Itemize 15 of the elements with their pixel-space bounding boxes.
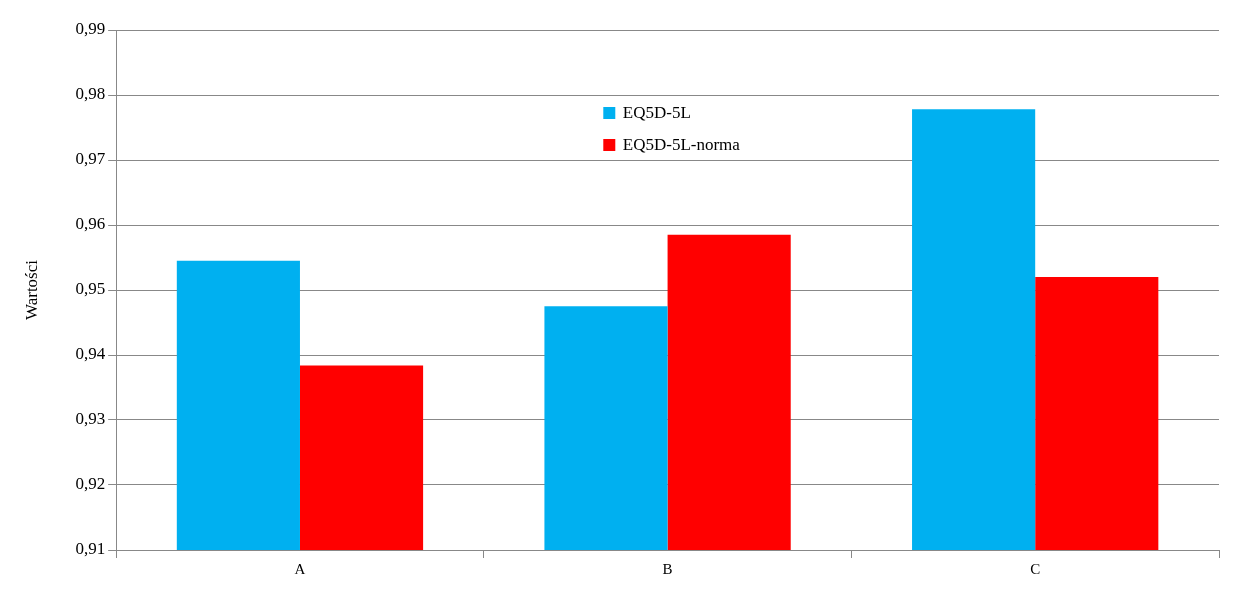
- y-tick-label: 0,94: [75, 344, 106, 364]
- y-axis-title: Wartości: [21, 259, 41, 320]
- y-tick-label: 0,92: [75, 474, 106, 494]
- x-tick-label: B: [662, 560, 673, 577]
- y-tick-label: 0,95: [75, 279, 106, 299]
- y-tick-label: 0,96: [75, 214, 106, 234]
- y-tick-label: 0,98: [75, 84, 106, 104]
- y-tick-label: 0,97: [75, 149, 106, 169]
- x-tick-label: C: [1030, 560, 1041, 577]
- y-tick-label: 0,93: [75, 409, 106, 429]
- y-tick-label: 0,99: [75, 19, 106, 39]
- legend-label: EQ5D-5L: [622, 103, 691, 123]
- legend-label: EQ5D-5L-norma: [622, 135, 740, 155]
- x-tick-label: A: [294, 560, 306, 577]
- y-tick-label: 0,91: [75, 539, 106, 559]
